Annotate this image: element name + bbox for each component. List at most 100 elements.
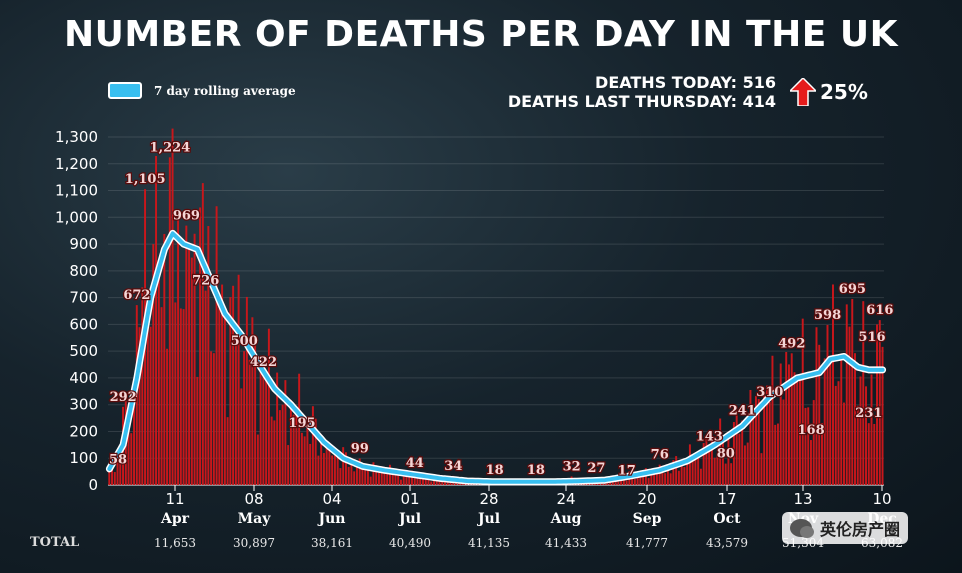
daily-bar xyxy=(130,433,133,485)
daily-bar xyxy=(281,404,284,485)
y-tick-label: 400 xyxy=(69,369,98,387)
x-tick-day: 10 xyxy=(872,490,891,508)
daily-bar xyxy=(818,344,821,485)
daily-bar xyxy=(435,477,438,485)
total-value: 40,490 xyxy=(389,536,431,550)
daily-bar xyxy=(331,455,334,485)
daily-bar xyxy=(353,471,356,485)
y-tick-label: 1,000 xyxy=(55,208,98,226)
data-label: 76 xyxy=(651,448,669,463)
daily-bar xyxy=(658,464,661,485)
data-label: 195 xyxy=(288,416,315,431)
daily-bar xyxy=(881,346,884,485)
daily-bar xyxy=(675,456,678,485)
daily-bar xyxy=(798,377,801,485)
daily-bar xyxy=(300,432,303,485)
daily-bar xyxy=(364,465,367,485)
data-label: 241 xyxy=(729,403,756,418)
daily-bar xyxy=(152,244,155,485)
x-tick-month: Sep xyxy=(633,511,662,527)
daily-bar xyxy=(366,468,369,485)
data-label: 168 xyxy=(798,423,825,438)
daily-bar xyxy=(377,471,380,485)
daily-bar xyxy=(141,287,144,485)
deaths-today: DEATHS TODAY: 516 xyxy=(595,73,776,92)
daily-bar xyxy=(138,327,141,485)
daily-bar xyxy=(617,481,620,485)
daily-bar xyxy=(787,364,790,485)
daily-bar xyxy=(672,460,675,485)
daily-bar xyxy=(710,439,713,485)
data-label: 80 xyxy=(717,447,735,462)
daily-bar xyxy=(832,284,834,485)
daily-bar xyxy=(826,324,829,485)
daily-bar xyxy=(785,351,788,485)
total-value: 11,653 xyxy=(154,536,196,550)
data-label: 58 xyxy=(109,452,127,467)
x-tick-month: Jul xyxy=(397,511,421,527)
daily-bar xyxy=(369,476,372,485)
total-value: 38,161 xyxy=(311,536,353,550)
daily-bar xyxy=(188,248,191,485)
daily-bar xyxy=(699,468,702,485)
daily-bar xyxy=(405,471,408,485)
daily-bar xyxy=(620,477,623,485)
daily-bar xyxy=(303,436,306,485)
daily-bar xyxy=(622,476,625,485)
y-tick-label: 300 xyxy=(69,396,98,414)
data-label: 726 xyxy=(192,274,219,289)
legend-swatch xyxy=(108,82,142,99)
daily-bar xyxy=(317,455,320,485)
daily-bar xyxy=(732,422,735,485)
daily-bar xyxy=(179,308,182,485)
daily-bar xyxy=(388,464,391,485)
y-tick-label: 500 xyxy=(69,342,98,360)
daily-bar xyxy=(727,431,730,485)
x-tick-month: Oct xyxy=(713,511,741,527)
x-tick-day: 08 xyxy=(244,490,263,508)
daily-bar xyxy=(735,413,738,485)
daily-bar xyxy=(380,466,383,485)
daily-bar xyxy=(840,353,843,485)
daily-bar xyxy=(375,465,378,485)
daily-bar xyxy=(171,128,174,485)
daily-bar xyxy=(724,463,727,485)
daily-bar xyxy=(240,388,243,485)
daily-bar xyxy=(661,470,664,485)
daily-bar xyxy=(287,445,290,485)
daily-bar xyxy=(339,468,342,485)
total-value: 41,777 xyxy=(626,536,668,550)
daily-bar xyxy=(298,373,301,485)
daily-bar xyxy=(157,277,160,485)
data-label: 500 xyxy=(231,334,258,349)
data-label: 18 xyxy=(486,463,504,478)
total-value: 43,579 xyxy=(706,536,748,550)
daily-bar xyxy=(416,477,419,485)
daily-bar xyxy=(680,461,683,485)
daily-bar xyxy=(845,304,848,485)
x-tick-day: 04 xyxy=(322,490,341,508)
watermark: 英伦房产圈 xyxy=(782,512,909,544)
daily-bar xyxy=(625,480,628,485)
data-label: 44 xyxy=(406,456,424,471)
daily-bar xyxy=(873,423,876,485)
daily-bar xyxy=(218,305,221,485)
daily-bar xyxy=(771,355,774,485)
legend-label: 7 day rolling average xyxy=(154,83,296,98)
daily-bar xyxy=(204,290,207,485)
x-tick-month: Jul xyxy=(476,511,500,527)
chart-title: NUMBER OF DEATHS PER DAY IN THE UK xyxy=(63,14,898,55)
daily-bar xyxy=(185,225,188,486)
daily-bar xyxy=(391,472,394,485)
x-tick-day: 11 xyxy=(165,490,184,508)
daily-bar xyxy=(774,424,777,485)
daily-bar xyxy=(322,453,325,485)
daily-bar xyxy=(397,472,400,485)
daily-bar xyxy=(760,453,763,485)
daily-bar xyxy=(113,472,116,485)
legend: 7 day rolling average xyxy=(108,82,296,99)
daily-bar xyxy=(234,337,237,485)
daily-bar xyxy=(254,337,257,485)
daily-bar xyxy=(829,362,832,485)
daily-bar xyxy=(865,386,867,485)
